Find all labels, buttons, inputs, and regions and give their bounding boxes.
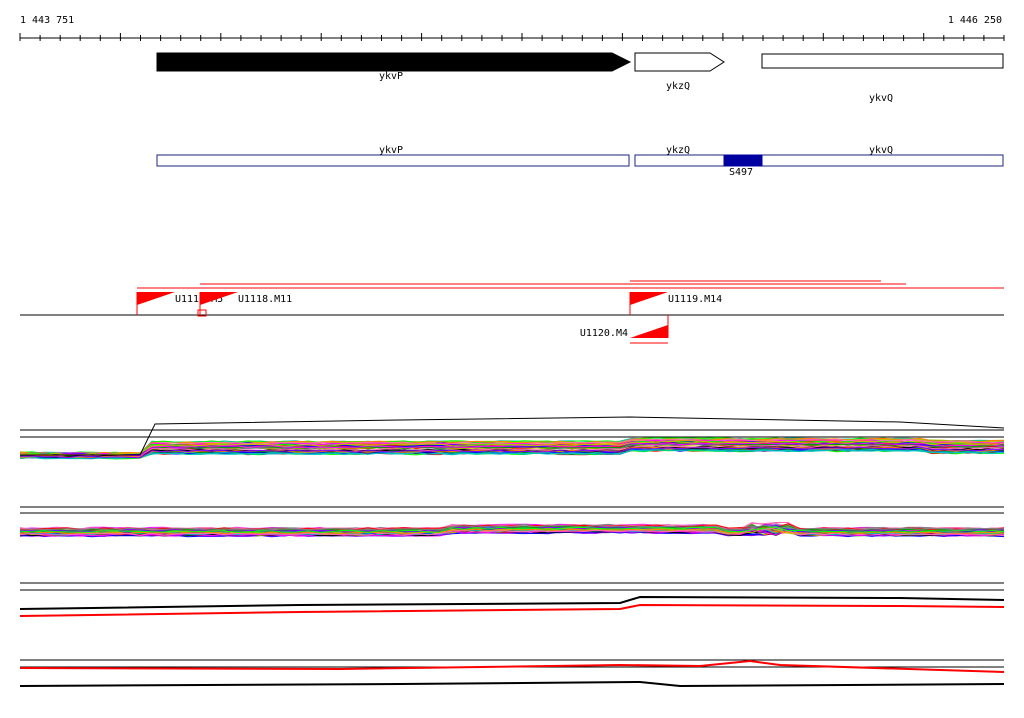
gene-label-ykvQ: ykvQ bbox=[869, 93, 893, 104]
marker-U1120[interactable]: U1120.M4 bbox=[580, 315, 669, 339]
transcript-label-ykzQ: ykzQ bbox=[666, 145, 690, 156]
transcript-label-ykvQ: ykvQ bbox=[869, 145, 893, 156]
marker-U1119[interactable]: U1119.M14 bbox=[629, 292, 722, 315]
transcripts-track: ykvP ykzQ ykvQ S497 bbox=[156, 145, 1004, 178]
expression-panel-reverse-summary bbox=[19, 659, 1005, 688]
genes-track: ykvP ykzQ ykvQ bbox=[156, 52, 1004, 104]
transcript-segment-ykvP[interactable] bbox=[156, 154, 630, 167]
transcript-label-ykvP: ykvP bbox=[379, 145, 403, 156]
upshifts-track: U1117.M5 U1118.M11 U1119.M14 U1120.M4 bbox=[20, 280, 1004, 344]
feature-label-S497: S497 bbox=[729, 167, 753, 178]
marker-label-U1120: U1120.M4 bbox=[580, 328, 628, 339]
gene-arrow-ykvP[interactable] bbox=[156, 52, 632, 72]
gene-arrow-ykzQ[interactable] bbox=[634, 52, 725, 72]
gene-label-ykzQ: ykzQ bbox=[666, 81, 690, 92]
marker-label-U1118: U1118.M11 bbox=[238, 294, 292, 305]
expression-panel-forward-multi bbox=[19, 416, 1005, 460]
coordinate-ruler: 1 443 751 1 446 250 bbox=[19, 15, 1005, 41]
gene-box-ykvQ[interactable] bbox=[761, 53, 1004, 69]
expression-panel-forward-summary bbox=[19, 582, 1005, 617]
ruler-ticks bbox=[19, 33, 1005, 41]
feature-S497-block[interactable] bbox=[723, 154, 763, 167]
ruler-start-label: 1 443 751 bbox=[20, 15, 74, 26]
ruler-end-label: 1 446 250 bbox=[948, 15, 1002, 26]
expression-panel-reverse-multi bbox=[19, 506, 1005, 538]
marker-label-U1117: U1117.M5 bbox=[175, 294, 223, 305]
marker-U1118[interactable]: U1118.M11 bbox=[199, 292, 292, 315]
marker-U1117[interactable]: U1117.M5 bbox=[136, 292, 223, 315]
gene-label-ykvP: ykvP bbox=[379, 71, 403, 82]
marker-label-U1119: U1119.M14 bbox=[668, 294, 722, 305]
transcript-segment-ykzQ-ykvQ[interactable] bbox=[634, 154, 1004, 167]
